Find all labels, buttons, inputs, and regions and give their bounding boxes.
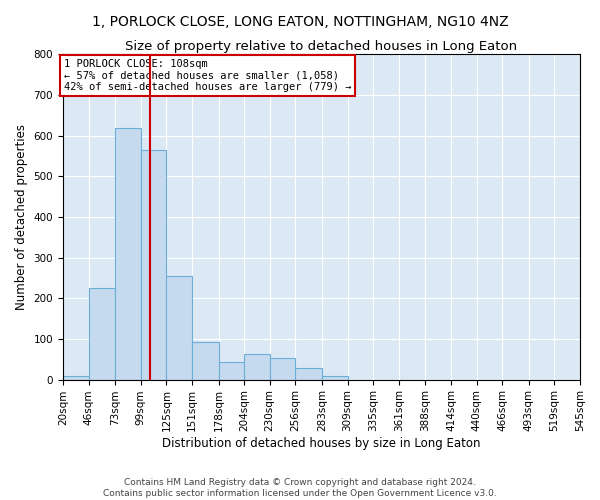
X-axis label: Distribution of detached houses by size in Long Eaton: Distribution of detached houses by size … bbox=[162, 437, 481, 450]
Bar bbox=[244, 354, 270, 380]
Bar bbox=[192, 342, 218, 380]
Bar bbox=[141, 150, 166, 380]
Bar bbox=[166, 276, 192, 380]
Y-axis label: Number of detached properties: Number of detached properties bbox=[15, 124, 28, 310]
Bar bbox=[89, 288, 115, 380]
Text: 1 PORLOCK CLOSE: 108sqm
← 57% of detached houses are smaller (1,058)
42% of semi: 1 PORLOCK CLOSE: 108sqm ← 57% of detache… bbox=[64, 59, 352, 92]
Bar bbox=[115, 128, 141, 380]
Bar bbox=[322, 376, 347, 380]
Bar bbox=[295, 368, 322, 380]
Text: Contains HM Land Registry data © Crown copyright and database right 2024.
Contai: Contains HM Land Registry data © Crown c… bbox=[103, 478, 497, 498]
Bar bbox=[218, 362, 244, 380]
Text: 1, PORLOCK CLOSE, LONG EATON, NOTTINGHAM, NG10 4NZ: 1, PORLOCK CLOSE, LONG EATON, NOTTINGHAM… bbox=[92, 15, 508, 29]
Bar bbox=[270, 358, 295, 380]
Title: Size of property relative to detached houses in Long Eaton: Size of property relative to detached ho… bbox=[125, 40, 518, 53]
Bar bbox=[63, 376, 89, 380]
